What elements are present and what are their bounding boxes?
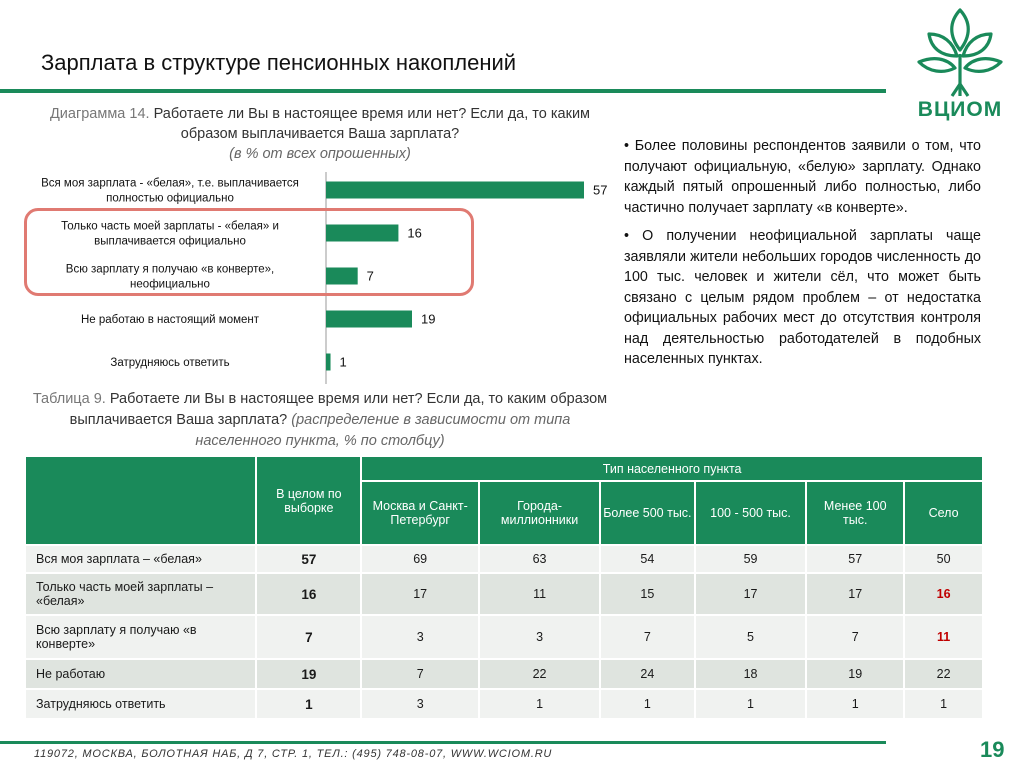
category-label: Затрудняюсь ответить — [110, 357, 229, 369]
diagram-title: Диаграмма 14. Работаете ли Вы в настояще… — [30, 104, 610, 164]
cell: 59 — [693, 544, 808, 574]
cell: 17 — [693, 572, 808, 616]
category-label: Вся моя зарплата - «белая», т.е. выплачи… — [41, 178, 299, 190]
bar-value-label: 1 — [340, 355, 347, 370]
header-col-4: 100 - 500 тыс. — [693, 480, 808, 546]
row-label: Затрудняюсь ответить — [23, 688, 258, 720]
cell: 15 — [599, 572, 696, 616]
category-label: неофициально — [130, 279, 210, 291]
table-title: Таблица 9. Работаете ли Вы в настоящее в… — [30, 389, 610, 452]
footer-address: 119072, МОСКВА, БОЛОТНАЯ НАБ, Д 7, СТР. … — [34, 748, 553, 760]
category-label: выплачивается официально — [94, 236, 246, 248]
diagram-question: Работаете ли Вы в настоящее время или не… — [153, 106, 591, 142]
highlight-frame — [24, 208, 474, 296]
cell: 54 — [599, 544, 696, 574]
cell: 1 — [805, 688, 906, 720]
table-question: Работаете ли Вы в настоящее время или не… — [69, 391, 608, 428]
wciom-logo-icon — [917, 8, 1003, 97]
table-note: (распределение в зависимости от типа нас… — [195, 412, 571, 449]
header-col-5: Менее 100 тыс. — [805, 480, 906, 546]
cell: 17 — [805, 572, 906, 616]
cell: 7 — [805, 614, 906, 660]
commentary-paragraph-2: • О получении неофициальной зарплаты чащ… — [624, 228, 981, 367]
cell: 11 — [478, 572, 602, 616]
bar — [326, 224, 399, 242]
row-total: 7 — [255, 614, 363, 660]
category-label: Всю зарплату я получаю «в конверте», — [66, 264, 274, 276]
row-total: 16 — [255, 572, 363, 616]
row-label: Не работаю — [23, 658, 258, 690]
cell: 7 — [360, 658, 481, 690]
header-col-3: Более 500 тыс. — [599, 480, 696, 546]
cell: 3 — [478, 614, 602, 660]
cell: 22 — [903, 658, 984, 690]
bar — [326, 181, 584, 199]
header-total: В целом по выборке — [255, 455, 363, 546]
cell: 5 — [693, 614, 808, 660]
diagram-label: Диаграмма 14. — [49, 106, 150, 122]
cell-highlighted: 11 — [903, 614, 984, 660]
header-col-2: Города-миллионники — [478, 480, 602, 546]
cell: 50 — [903, 544, 984, 574]
page-title: Зарплата в структуре пенсионных накоплен… — [41, 50, 517, 75]
cell: 24 — [599, 658, 696, 690]
header-empty-cell — [23, 455, 258, 546]
row-label: Вся моя зарплата – «белая» — [23, 544, 258, 574]
cell: 3 — [360, 614, 481, 660]
cell: 69 — [360, 544, 481, 574]
bar-value-label: 19 — [421, 312, 435, 327]
category-label: Не работаю в настоящий момент — [81, 314, 260, 326]
bar-value-label: 7 — [367, 269, 374, 284]
table-row: Всю зарплату я получаю «в конверте» 7 3 … — [23, 614, 984, 660]
commentary-paragraph-1: • Более половины респондентов заявили о … — [624, 138, 981, 216]
row-label: Только часть моей зарплаты – «белая» — [23, 572, 258, 616]
page-number: 19 — [980, 737, 1005, 762]
cell: 17 — [360, 572, 481, 616]
table-label: Таблица 9. — [32, 391, 106, 407]
category-label: Только часть моей зарплаты - «белая» и — [61, 221, 279, 233]
cell: 18 — [693, 658, 808, 690]
bar-value-label: 16 — [407, 226, 421, 241]
header-rule — [0, 89, 886, 93]
header-group: Тип населенного пункта — [360, 455, 984, 482]
bar — [326, 353, 331, 371]
cell: 19 — [805, 658, 906, 690]
row-total: 19 — [255, 658, 363, 690]
header-col-6: Село — [903, 480, 984, 546]
row-total: 57 — [255, 544, 363, 574]
cell: 3 — [360, 688, 481, 720]
data-table: В целом по выборке Тип населенного пункт… — [23, 455, 984, 720]
logo-text: ВЦИОМ — [917, 98, 1003, 121]
cell: 1 — [903, 688, 984, 720]
bar — [326, 310, 412, 328]
commentary: • Более половины респондентов заявили о … — [624, 136, 981, 378]
footer-rule — [0, 741, 886, 744]
bar-value-label: 57 — [593, 183, 607, 198]
table-row: Не работаю 19 7 22 24 18 19 22 — [23, 658, 984, 690]
row-total: 1 — [255, 688, 363, 720]
table-row: Затрудняюсь ответить 1 3 1 1 1 1 1 — [23, 688, 984, 720]
row-label: Всю зарплату я получаю «в конверте» — [23, 614, 258, 660]
cell: 7 — [599, 614, 696, 660]
bar-chart: 57 Вся моя зарплата - «белая», т.е. выпла… — [41, 172, 607, 384]
table-row: Вся моя зарплата – «белая» 57 69 63 54 5… — [23, 544, 984, 574]
cell-highlighted: 16 — [903, 572, 984, 616]
cell: 1 — [478, 688, 602, 720]
cell: 57 — [805, 544, 906, 574]
cell: 1 — [599, 688, 696, 720]
cell: 22 — [478, 658, 602, 690]
cell: 63 — [478, 544, 602, 574]
header-col-1: Москва и Санкт-Петербург — [360, 480, 481, 546]
diagram-note: (в % от всех опрошенных) — [229, 146, 411, 162]
bar — [326, 267, 358, 285]
table-row: Только часть моей зарплаты – «белая» 16 … — [23, 572, 984, 616]
category-label: полностью официально — [106, 193, 234, 205]
cell: 1 — [693, 688, 808, 720]
